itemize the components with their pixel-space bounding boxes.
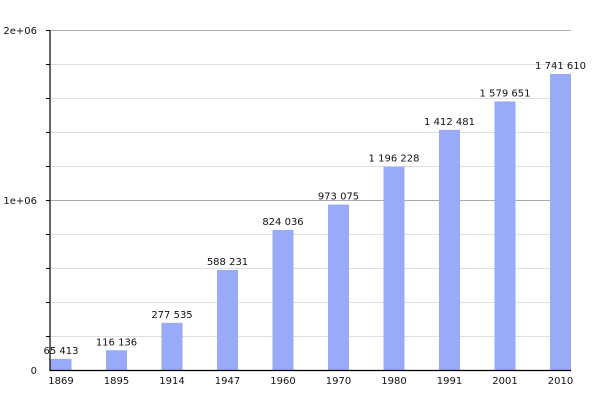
- x-tick-label: 1895: [104, 376, 129, 387]
- data-label: 973 075: [318, 192, 359, 203]
- x-tick-label: 2010: [548, 376, 573, 387]
- bar-1980: [383, 166, 405, 370]
- x-axis-ticks: 1869 1895 1914 1947 1960 1970 1980 1991 2001 2010: [48, 376, 573, 387]
- x-tick-label: 2001: [492, 376, 517, 387]
- bars: [50, 73, 571, 371]
- bar-1991: [439, 129, 460, 370]
- gridlines: [50, 30, 571, 337]
- bar-1869: [50, 358, 72, 370]
- y-tick-label: 2e+06: [3, 26, 37, 37]
- data-label: 588 231: [207, 257, 248, 268]
- data-label: 1 741 610: [535, 61, 586, 72]
- data-label: 65 413: [44, 346, 79, 357]
- y-tick-label: 0: [31, 366, 37, 377]
- x-tick-label: 1980: [381, 376, 406, 387]
- x-tick-label: 1970: [326, 376, 351, 387]
- y-tick-label: 1e+06: [3, 196, 37, 207]
- bar-1895: [106, 350, 127, 370]
- x-tick-label: 1991: [437, 376, 462, 387]
- x-tick-label: 1869: [48, 376, 73, 387]
- bar-2001: [494, 101, 516, 371]
- data-label: 824 036: [262, 217, 303, 228]
- data-labels: 65 413 116 136 277 535 588 231 824 036 973 07…: [44, 61, 586, 357]
- x-tick-label: 1960: [270, 376, 295, 387]
- bar-1914: [161, 322, 183, 370]
- bar-1970: [328, 204, 349, 370]
- y-axis-ticks: 0 1e+06 2e+06: [3, 26, 50, 377]
- data-label: 116 136: [96, 337, 137, 348]
- bar-1947: [217, 270, 238, 370]
- x-tick-label: 1914: [159, 376, 184, 387]
- data-label: 1 579 651: [480, 88, 531, 99]
- data-label: 277 535: [151, 310, 192, 321]
- data-label: 1 196 228: [369, 154, 420, 165]
- x-tick-label: 1947: [215, 376, 240, 387]
- data-label: 1 412 481: [424, 117, 475, 128]
- bar-2010: [550, 73, 571, 370]
- bar-1960: [272, 229, 294, 370]
